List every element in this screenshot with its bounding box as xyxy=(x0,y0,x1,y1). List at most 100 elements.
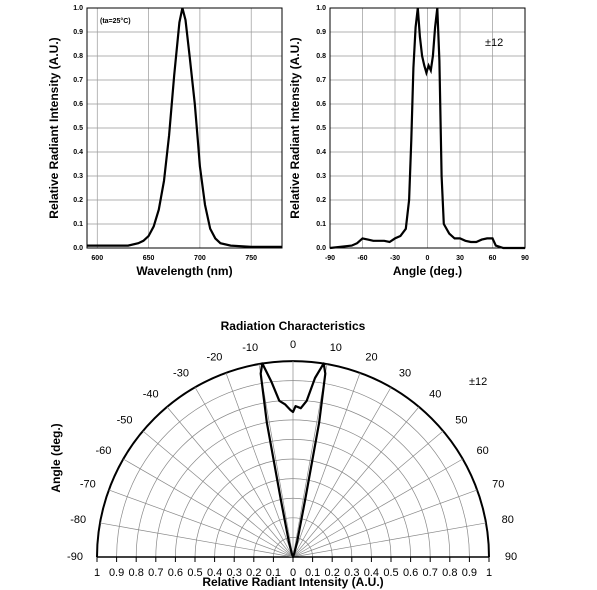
r-tick-label: 0.4 xyxy=(364,567,379,579)
x-tick-label: 650 xyxy=(143,255,155,262)
theta-tick-label: 20 xyxy=(365,352,377,364)
r-tick-label: 0 xyxy=(290,567,296,579)
r-tick-label: 0.9 xyxy=(109,567,124,579)
theta-tick-label: 80 xyxy=(502,514,514,526)
grid-spoke xyxy=(292,387,392,558)
theta-tick-label: -50 xyxy=(117,415,133,427)
r-axis-label: Relative Radiant Intensity (A.U.) xyxy=(202,575,383,589)
y-tick-label: 0.6 xyxy=(316,101,326,108)
y-tick-label: 0.0 xyxy=(73,245,83,252)
x-tick-label: 700 xyxy=(194,255,206,262)
r-tick-label: 0.3 xyxy=(227,567,242,579)
grid-spoke xyxy=(99,522,294,558)
theta-tick-label: -80 xyxy=(70,514,86,526)
r-tick-label: 1 xyxy=(486,567,492,579)
x-axis-label: Angle (deg.) xyxy=(393,264,462,278)
annotation: ±12 xyxy=(485,37,503,49)
r-tick-label: 0.7 xyxy=(148,567,163,579)
plot-frame xyxy=(86,7,283,249)
grid-spoke xyxy=(292,363,328,558)
chart-title: Radiation Characteristics xyxy=(221,319,366,333)
theta-tick-label: -70 xyxy=(80,478,96,490)
theta-tick-label: 10 xyxy=(330,342,342,354)
y-tick-label: 0.2 xyxy=(73,197,83,204)
r-tick-label: 0.1 xyxy=(266,567,281,579)
theta-tick-label: -60 xyxy=(95,445,111,457)
annotation: ±12 xyxy=(469,376,487,388)
plot-frame xyxy=(329,7,526,249)
y-axis-label: Relative Radiant Intensity (A.U.) xyxy=(288,37,302,218)
x-tick-label: 90 xyxy=(521,255,529,262)
theta-tick-label: 40 xyxy=(429,389,441,401)
r-tick-label: 0.8 xyxy=(129,567,144,579)
x-tick-label: -90 xyxy=(325,255,335,262)
y-tick-label: 0.1 xyxy=(316,221,326,228)
x-tick-label: -30 xyxy=(390,255,400,262)
r-tick-label: 0.6 xyxy=(403,567,418,579)
theta-tick-label: -10 xyxy=(242,342,258,354)
annotation: (ta=25°C) xyxy=(100,17,131,25)
data-line xyxy=(87,7,282,248)
r-tick-label: 0.2 xyxy=(325,567,340,579)
grid-spoke xyxy=(258,363,294,558)
y-tick-label: 0.3 xyxy=(73,173,83,180)
grid-spoke xyxy=(166,406,294,558)
x-tick-label: 750 xyxy=(245,255,257,262)
theta-tick-label: 50 xyxy=(455,415,467,427)
theta-tick-label: -40 xyxy=(143,389,159,401)
x-tick-label: 600 xyxy=(91,255,103,262)
grid-spoke xyxy=(292,372,361,558)
r-tick-label: 0.3 xyxy=(344,567,359,579)
x-axis-label: Wavelength (nm) xyxy=(136,264,232,278)
grid-spoke xyxy=(292,522,487,558)
grid-spoke xyxy=(292,406,420,558)
y-axis-label: Relative Radiant Intensity (A.U.) xyxy=(47,37,61,218)
theta-tick-label: -30 xyxy=(173,367,189,379)
grid-spoke xyxy=(292,489,478,558)
y-tick-label: 0.3 xyxy=(316,173,326,180)
y-tick-label: 1.0 xyxy=(73,5,83,12)
grid-spoke xyxy=(108,489,294,558)
y-tick-label: 0.9 xyxy=(73,29,83,36)
y-tick-label: 0.1 xyxy=(73,221,83,228)
data-line xyxy=(329,7,525,250)
theta-tick-label: 0 xyxy=(290,339,296,351)
theta-tick-label: 90 xyxy=(505,551,517,563)
grid-spoke xyxy=(142,430,294,558)
r-tick-label: 0.1 xyxy=(305,567,320,579)
y-tick-label: 0.5 xyxy=(73,125,83,132)
y-tick-label: 0.0 xyxy=(316,245,326,252)
y-tick-label: 1.0 xyxy=(316,5,326,12)
radiation-curve xyxy=(259,362,327,559)
y-tick-label: 0.7 xyxy=(316,77,326,84)
r-tick-label: 0.5 xyxy=(383,567,398,579)
grid-spoke xyxy=(123,458,294,558)
r-tick-label: 0.4 xyxy=(207,567,222,579)
x-tick-label: 30 xyxy=(456,255,464,262)
r-tick-label: 0.2 xyxy=(246,567,261,579)
grid-spoke xyxy=(194,387,294,558)
theta-tick-label: 70 xyxy=(492,478,504,490)
y-tick-label: 0.6 xyxy=(73,101,83,108)
grid-spoke xyxy=(225,372,294,558)
r-tick-label: 0.8 xyxy=(442,567,457,579)
y-tick-label: 0.2 xyxy=(316,197,326,204)
r-tick-label: 1 xyxy=(94,567,100,579)
x-tick-label: -60 xyxy=(357,255,367,262)
r-tick-label: 0.6 xyxy=(168,567,183,579)
r-tick-label: 0.7 xyxy=(423,567,438,579)
y-tick-label: 0.9 xyxy=(316,29,326,36)
theta-tick-label: 60 xyxy=(476,445,488,457)
theta-axis-label: Angle (deg.) xyxy=(49,423,63,492)
x-tick-label: 0 xyxy=(426,255,430,262)
r-tick-label: 0.5 xyxy=(187,567,202,579)
y-tick-label: 0.8 xyxy=(316,53,326,60)
r-tick-label: 0.9 xyxy=(462,567,477,579)
y-tick-label: 0.7 xyxy=(73,77,83,84)
theta-tick-label: 30 xyxy=(399,367,411,379)
theta-tick-label: -90 xyxy=(67,551,83,563)
y-tick-label: 0.5 xyxy=(316,125,326,132)
y-tick-label: 0.4 xyxy=(73,149,83,156)
x-tick-label: 60 xyxy=(489,255,497,262)
